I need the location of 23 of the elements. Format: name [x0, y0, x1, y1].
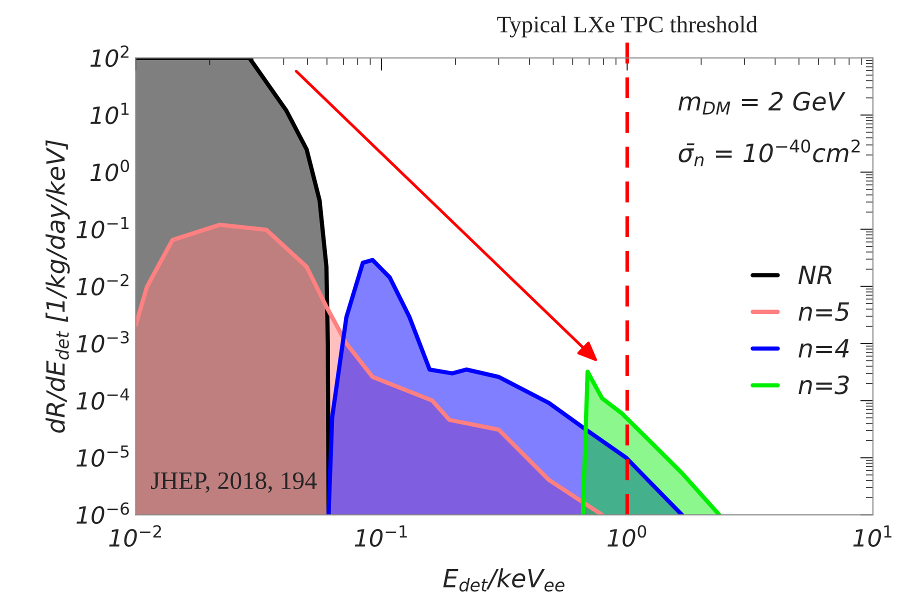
y-tick-label: 10$^{−3}$	[76, 330, 129, 353]
y-tick-label: 10$^{−5}$	[76, 445, 129, 467]
y-tick-label: 10$^{2}$	[90, 45, 128, 68]
legend-label: n=3	[798, 375, 849, 394]
annotation: m$_{DM}$ = 2 GeV	[678, 92, 846, 114]
ref-line-label: Typical LXe TPC threshold	[497, 16, 758, 38]
y-axis-title: dR/dE$_{det}$ [1/kg/day/keV]	[46, 140, 70, 433]
legend-label: NR	[798, 266, 832, 284]
legend-label: n=5	[798, 302, 850, 321]
y-tick-label: 10$^{−2}$	[76, 274, 128, 296]
x-tick-label: 10$^{0}$	[608, 525, 646, 547]
annotation: JHEP, 2018, 194	[151, 472, 317, 493]
x-tick-label: 10$^{1}$	[853, 525, 892, 547]
x-tick-label: 10$^{−1}$	[354, 525, 407, 547]
y-tick-label: 10$^{1}$	[90, 102, 129, 124]
y-tick-label: 10$^{−1}$	[76, 217, 129, 238]
y-tick-label: 10$^{−4}$	[76, 388, 130, 410]
legend-label: n=4	[798, 339, 849, 358]
annotation: σ̄$_{n}$ = 10$^{−40}$cm$^{2}$	[678, 139, 860, 166]
y-tick-label: 10$^{−6}$	[76, 502, 129, 524]
y-tick-label: 10$^{0}$	[90, 160, 130, 182]
x-tick-label: 10$^{−2}$	[109, 525, 161, 547]
x-axis-title: E$_{det}$/keV$_{ee}$	[443, 568, 564, 592]
